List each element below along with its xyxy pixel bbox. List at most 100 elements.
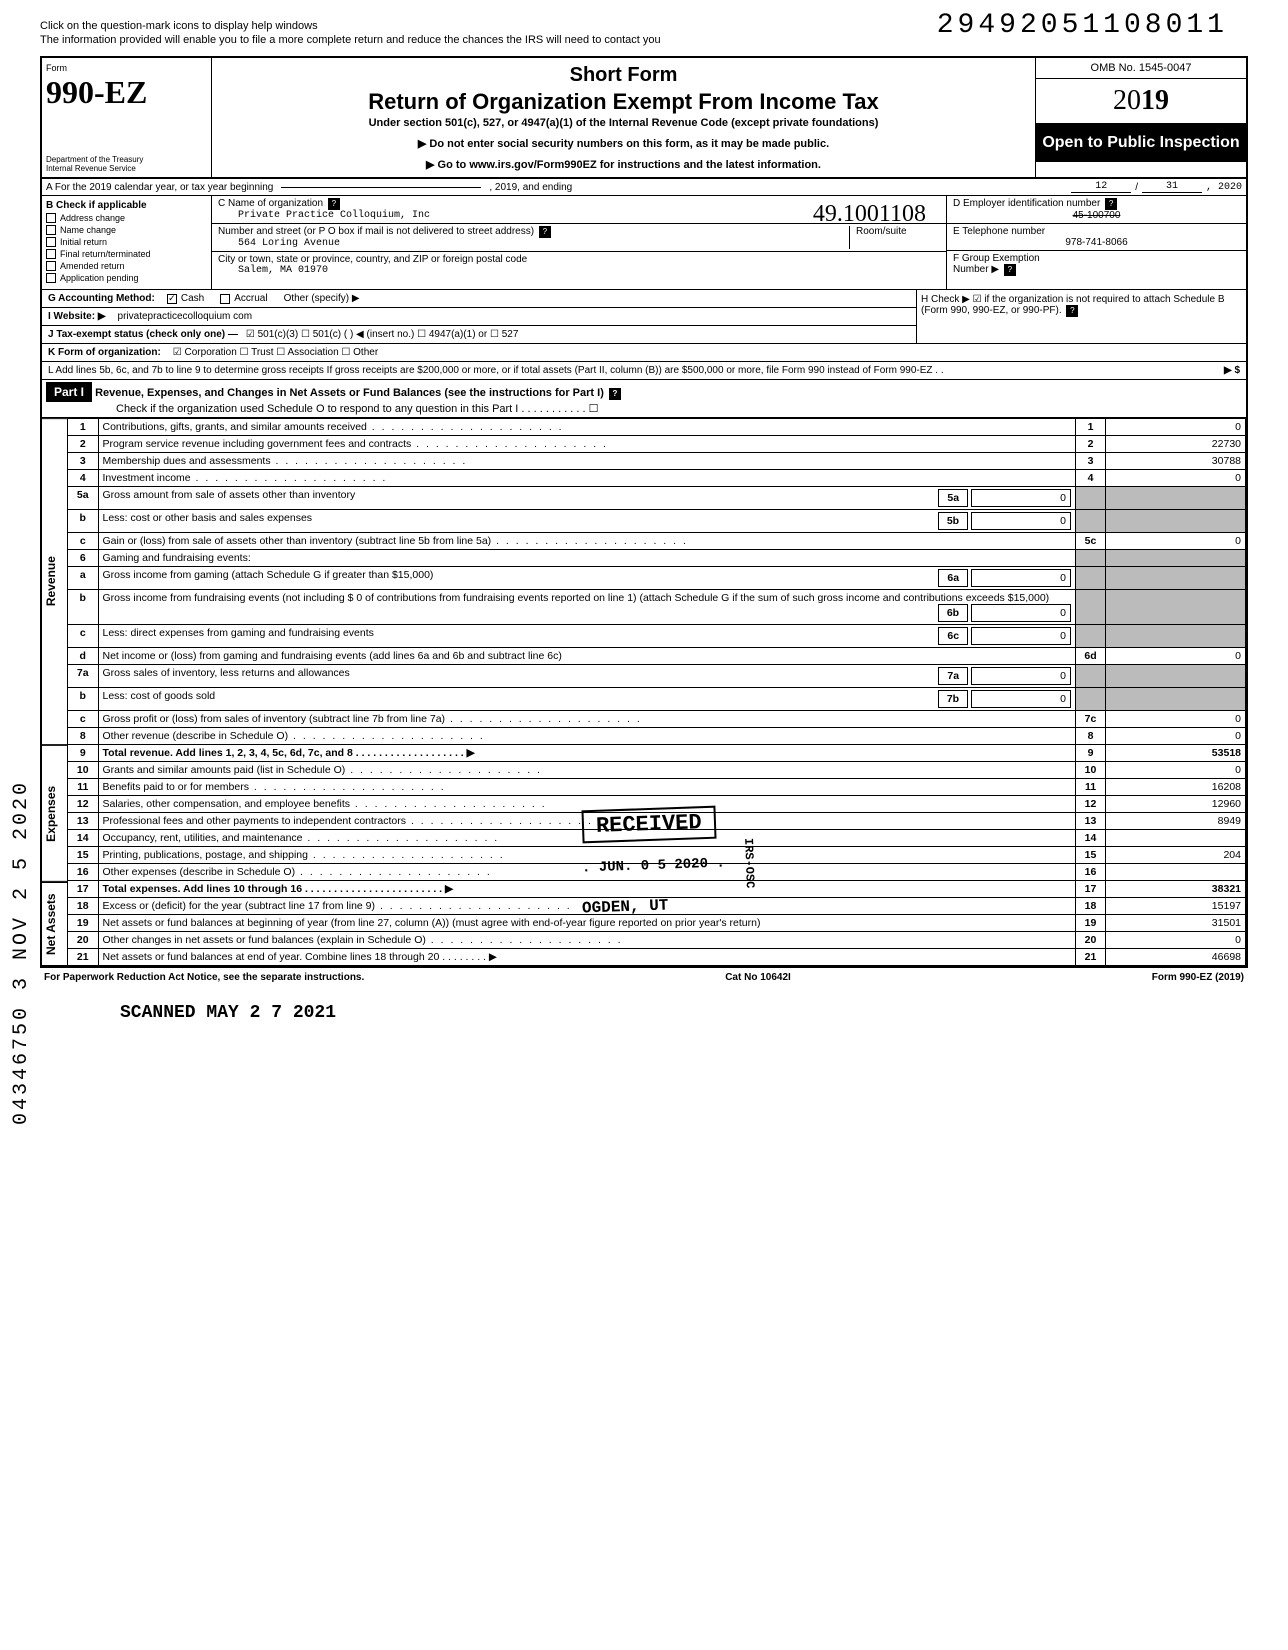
- line-6b-desc: Gross income from fundraising events (no…: [103, 592, 1050, 604]
- street-address: 564 Loring Avenue: [238, 238, 843, 249]
- chk-amended[interactable]: [46, 261, 56, 271]
- line-5c-desc: Gain or (loss) from sale of assets other…: [98, 533, 1076, 550]
- line-6a-sv: 0: [971, 569, 1071, 587]
- revenue-label: Revenue: [42, 418, 68, 745]
- catalog-number: Cat No 10642I: [725, 972, 791, 983]
- main-title: Return of Organization Exempt From Incom…: [222, 89, 1025, 115]
- help-icon[interactable]: ?: [1004, 264, 1016, 276]
- line-9-desc: Total revenue. Add lines 1, 2, 3, 4, 5c,…: [98, 745, 1076, 762]
- line-7a-num: 7a: [68, 665, 98, 688]
- line-8-desc: Other revenue (describe in Schedule O): [98, 728, 1076, 745]
- goto-link: ▶ Go to www.irs.gov/Form990EZ for instru…: [222, 158, 1025, 171]
- chk-app-pending[interactable]: [46, 273, 56, 283]
- line-7b-sv: 0: [971, 690, 1071, 708]
- ein-value: 45-100700: [953, 210, 1240, 221]
- lbl-initial-return: Initial return: [60, 237, 107, 247]
- line-13-box: 13: [1076, 813, 1106, 830]
- help-icon[interactable]: ?: [1105, 198, 1117, 210]
- line-21-num: 21: [68, 949, 98, 966]
- ssn-warning: ▶ Do not enter social security numbers o…: [222, 137, 1025, 150]
- line-6d-num: d: [68, 648, 98, 665]
- sections-d-e-f: D Employer identification number ? 45-10…: [946, 196, 1246, 289]
- section-b-header: B Check if applicable: [46, 200, 207, 211]
- line-11-desc: Benefits paid to or for members: [98, 779, 1076, 796]
- short-form-label: Short Form: [222, 64, 1025, 87]
- help-icon[interactable]: ?: [609, 388, 621, 400]
- chk-initial-return[interactable]: [46, 237, 56, 247]
- line-5b-desc: Less: cost or other basis and sales expe…: [103, 512, 313, 524]
- line-8-box: 8: [1076, 728, 1106, 745]
- line-5a-sv: 0: [971, 489, 1071, 507]
- group-exemption-num-label: Number ▶: [953, 264, 999, 275]
- line-1-desc: Contributions, gifts, grants, and simila…: [98, 419, 1076, 436]
- lbl-cash: Cash: [181, 293, 204, 304]
- help-icon[interactable]: ?: [539, 226, 551, 238]
- line-3-desc: Membership dues and assessments: [98, 453, 1076, 470]
- line-2-desc: Program service revenue including govern…: [98, 436, 1076, 453]
- line-7c-desc: Gross profit or (loss) from sales of inv…: [98, 711, 1076, 728]
- chk-address-change[interactable]: [46, 213, 56, 223]
- line-18-num: 18: [68, 898, 98, 915]
- line-10-amt: 0: [1106, 762, 1246, 779]
- website-value: privatepracticecolloquium com: [118, 311, 253, 322]
- open-to-public: Open to Public Inspection: [1036, 124, 1246, 162]
- line-9-num: 9: [68, 745, 98, 762]
- line-7a-sub: 7a: [938, 667, 968, 685]
- org-name: Private Practice Colloquium, Inc: [238, 210, 430, 221]
- chk-name-change[interactable]: [46, 225, 56, 235]
- line-15-num: 15: [68, 847, 98, 864]
- lbl-amended: Amended return: [60, 261, 125, 271]
- line-17-amt: 38321: [1106, 881, 1246, 898]
- status-opts: ☑ 501(c)(3) ☐ 501(c) ( ) ◀ (insert no.) …: [246, 329, 519, 340]
- line-5a-sub: 5a: [938, 489, 968, 507]
- org-form-opts: ☑ Corporation ☐ Trust ☐ Association ☐ Ot…: [173, 347, 378, 358]
- line-6a-num: a: [68, 567, 98, 590]
- chk-cash[interactable]: ✓: [167, 294, 177, 304]
- line-5b-num: b: [68, 510, 98, 533]
- line-4-amt: 0: [1106, 470, 1246, 487]
- row-a-label: A For the 2019 calendar year, or tax yea…: [46, 182, 273, 193]
- line-8-amt: 0: [1106, 728, 1246, 745]
- pra-notice: For Paperwork Reduction Act Notice, see …: [44, 972, 364, 983]
- website-label: I Website: ▶: [48, 311, 106, 322]
- net-assets-label: Net Assets: [42, 882, 68, 966]
- scanned-stamp: SCANNED MAY 2 7 2021: [120, 1003, 1248, 1023]
- line-20-num: 20: [68, 932, 98, 949]
- line-5b-sv: 0: [971, 512, 1071, 530]
- form-number-cell: Form 990-EZ Department of the Treasury I…: [42, 58, 212, 177]
- line-17-num: 17: [68, 881, 98, 898]
- line-5c-amt: 0: [1106, 533, 1246, 550]
- form-number: 990-EZ: [46, 74, 207, 111]
- end-year: , 2020: [1206, 182, 1242, 193]
- line-14-amt: [1106, 830, 1246, 847]
- phone-label: E Telephone number: [953, 226, 1240, 237]
- page-footer: For Paperwork Reduction Act Notice, see …: [40, 968, 1248, 983]
- lbl-name-change: Name change: [60, 225, 116, 235]
- line-5c-num: c: [68, 533, 98, 550]
- line-2-num: 2: [68, 436, 98, 453]
- lbl-final-return: Final return/terminated: [60, 249, 151, 259]
- line-6c-num: c: [68, 625, 98, 648]
- line-3-num: 3: [68, 453, 98, 470]
- line-5c-box: 5c: [1076, 533, 1106, 550]
- line-7c-amt: 0: [1106, 711, 1246, 728]
- header-right: OMB No. 1545-0047 2019 Open to Public In…: [1036, 58, 1246, 177]
- line-20-box: 20: [1076, 932, 1106, 949]
- line-15-amt: 204: [1106, 847, 1246, 864]
- help-icon[interactable]: ?: [328, 198, 340, 210]
- line-6d-amt: 0: [1106, 648, 1246, 665]
- chk-final-return[interactable]: [46, 249, 56, 259]
- part-1-header: Part I Revenue, Expenses, and Changes in…: [42, 380, 1246, 418]
- help-icon[interactable]: ?: [1066, 305, 1078, 317]
- chk-accrual[interactable]: [220, 294, 230, 304]
- line-7a-sv: 0: [971, 667, 1071, 685]
- line-16-box: 16: [1076, 864, 1106, 881]
- revenue-expense-table: 1Contributions, gifts, grants, and simil…: [68, 418, 1246, 966]
- line-5a-num: 5a: [68, 487, 98, 510]
- form-990ez: Form 990-EZ Department of the Treasury I…: [40, 56, 1248, 968]
- document-locator-number: 29492051108011: [937, 10, 1228, 41]
- line-3-amt: 30788: [1106, 453, 1246, 470]
- line-7b-num: b: [68, 688, 98, 711]
- lbl-address-change: Address change: [60, 213, 125, 223]
- line-17-box: 17: [1076, 881, 1106, 898]
